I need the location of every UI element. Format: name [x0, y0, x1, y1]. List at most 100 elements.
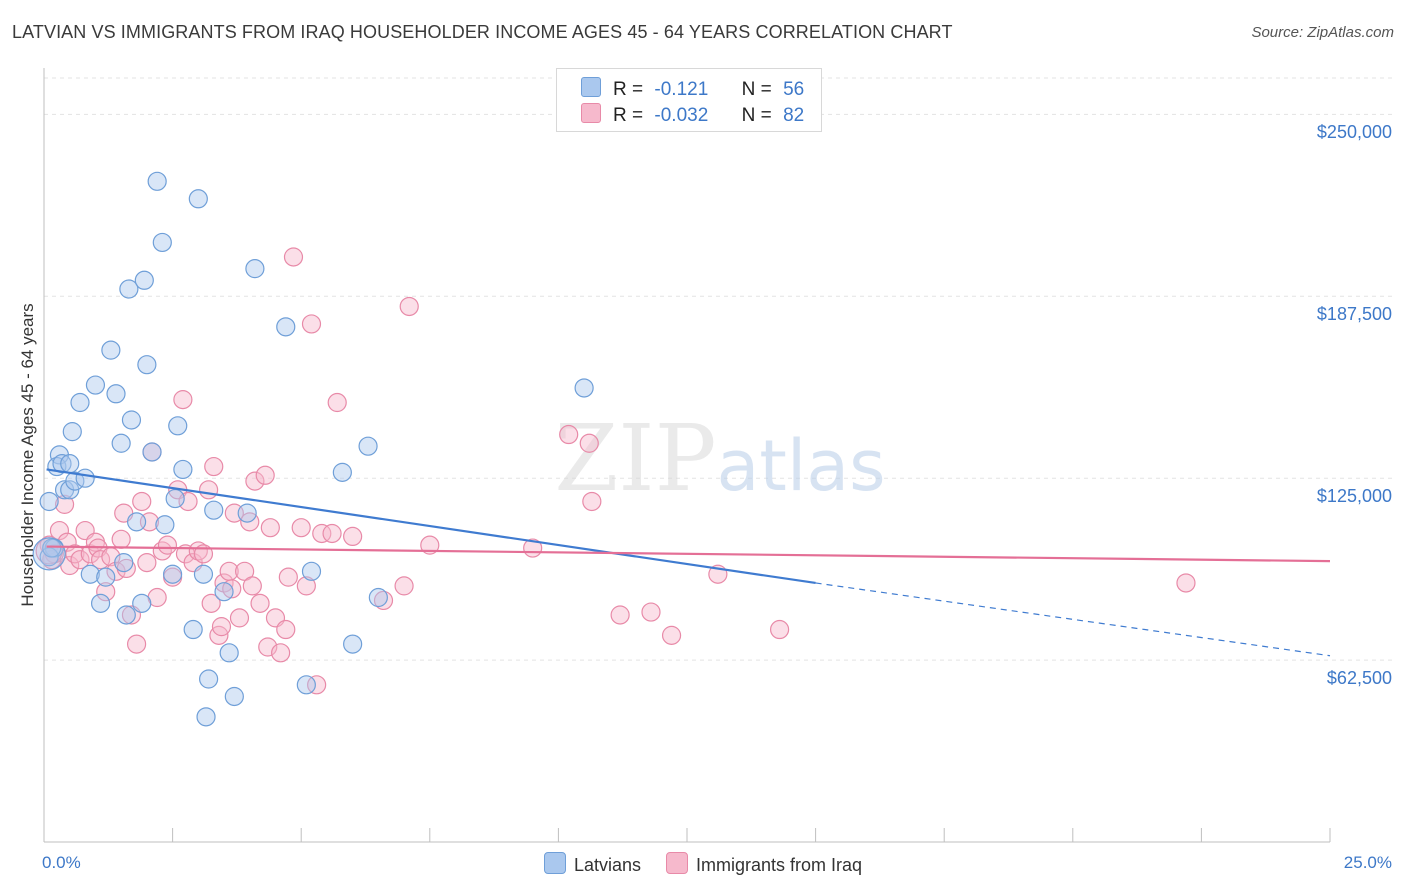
- legend-row-latvians: R = -0.121 N = 56: [581, 77, 804, 101]
- x-tick-label-min: 0.0%: [42, 853, 81, 872]
- point-iraq: [96, 582, 116, 602]
- point-latvians: [368, 587, 388, 608]
- point-latvians: [332, 462, 352, 482]
- series-latvians-points: [32, 171, 594, 727]
- point-iraq: [126, 634, 147, 654]
- trend-lines: [46, 468, 1331, 657]
- point-latvians: [111, 433, 131, 453]
- point-iraq: [271, 643, 291, 663]
- point-latvians: [116, 605, 136, 625]
- point-latvians: [296, 675, 316, 695]
- y-tick-label: $62,500: [1326, 668, 1392, 689]
- point-latvians: [183, 619, 203, 640]
- point-iraq: [229, 608, 250, 628]
- point-iraq: [301, 314, 322, 334]
- point-iraq: [242, 576, 262, 596]
- legend-r-label: R =: [613, 105, 644, 126]
- legend-item-iraq: Immigrants from Iraq: [666, 852, 862, 876]
- source-label: Source: ZipAtlas.com: [1251, 24, 1394, 41]
- x-tick-label-max: 25.0%: [1343, 853, 1392, 872]
- y-axis-label: Householder Income Ages 45 - 64 years: [18, 303, 37, 607]
- point-iraq: [343, 526, 363, 547]
- point-latvians: [70, 392, 90, 413]
- point-latvians: [214, 582, 234, 602]
- legend-swatch-latvians: [543, 852, 566, 874]
- point-latvians: [173, 459, 193, 480]
- legend-swatch-latvians: [581, 77, 601, 97]
- point-iraq: [65, 544, 85, 564]
- legend-n-value: 82: [783, 105, 805, 126]
- point-latvians: [276, 317, 296, 337]
- point-iraq: [255, 465, 275, 485]
- point-latvians: [193, 564, 214, 584]
- point-iraq: [559, 424, 579, 445]
- point-latvians: [85, 375, 106, 395]
- point-iraq: [291, 518, 311, 538]
- point-latvians: [147, 171, 167, 191]
- point-iraq: [399, 296, 419, 317]
- point-iraq: [70, 550, 90, 570]
- point-latvians: [301, 561, 322, 581]
- y-tick-label: $250,000: [1316, 122, 1392, 143]
- point-iraq: [373, 590, 394, 611]
- point-latvians: [343, 634, 363, 654]
- point-iraq: [201, 593, 221, 613]
- y-tick-label: $125,000: [1316, 486, 1392, 507]
- point-iraq: [199, 480, 219, 500]
- point-latvians: [101, 340, 121, 360]
- trend-line-latvians: [46, 468, 816, 585]
- point-iraq: [260, 518, 280, 538]
- point-latvians: [155, 515, 175, 535]
- point-latvians: [96, 567, 116, 587]
- point-iraq: [312, 523, 332, 544]
- legend-n-label: N =: [741, 79, 772, 100]
- point-latvians: [134, 270, 154, 290]
- trend-line-iraq: [46, 545, 1331, 563]
- point-latvians: [60, 454, 80, 474]
- point-iraq: [152, 541, 172, 561]
- point-latvians: [163, 564, 183, 584]
- correlation-legend: R = -0.121 N = 56 R = -0.032 N = 82: [556, 68, 822, 132]
- legend-item-latvians: Latvians: [543, 852, 641, 876]
- legend-label-latvians: Latvians: [573, 855, 641, 875]
- point-latvians: [42, 538, 62, 558]
- point-latvians: [119, 279, 139, 299]
- point-latvians: [121, 410, 142, 430]
- point-iraq: [769, 619, 790, 640]
- point-iraq: [610, 605, 630, 625]
- watermark-atlas: atlas: [717, 425, 886, 507]
- point-latvians: [574, 378, 594, 398]
- point-latvians: [219, 643, 239, 663]
- point-latvians: [75, 468, 95, 488]
- watermark: ZIPatlas: [554, 405, 885, 512]
- legend-row-iraq: R = -0.032 N = 82: [581, 103, 804, 127]
- y-tick-label: $187,500: [1316, 304, 1392, 325]
- axes: [43, 68, 1331, 843]
- point-latvians: [224, 686, 244, 707]
- point-iraq: [327, 392, 347, 413]
- point-latvians: [188, 189, 208, 209]
- point-iraq: [307, 675, 327, 695]
- legend-swatch-iraq: [666, 852, 688, 874]
- point-latvians: [199, 669, 219, 689]
- point-iraq: [1176, 573, 1196, 593]
- point-iraq: [296, 576, 316, 596]
- point-iraq: [137, 552, 157, 573]
- point-latvians: [152, 232, 172, 253]
- legend-r-value: -0.032: [654, 105, 709, 126]
- point-iraq: [641, 602, 661, 622]
- point-latvians: [106, 384, 126, 404]
- point-iraq: [394, 576, 414, 596]
- point-latvians: [114, 552, 134, 573]
- point-iraq: [661, 625, 682, 645]
- point-iraq: [276, 619, 296, 640]
- point-iraq: [245, 471, 265, 491]
- point-iraq: [49, 520, 70, 541]
- point-latvians: [245, 259, 265, 279]
- point-latvians: [126, 512, 147, 532]
- point-iraq: [211, 617, 232, 637]
- point-latvians: [80, 564, 100, 584]
- point-latvians: [196, 707, 216, 727]
- point-iraq: [157, 535, 178, 555]
